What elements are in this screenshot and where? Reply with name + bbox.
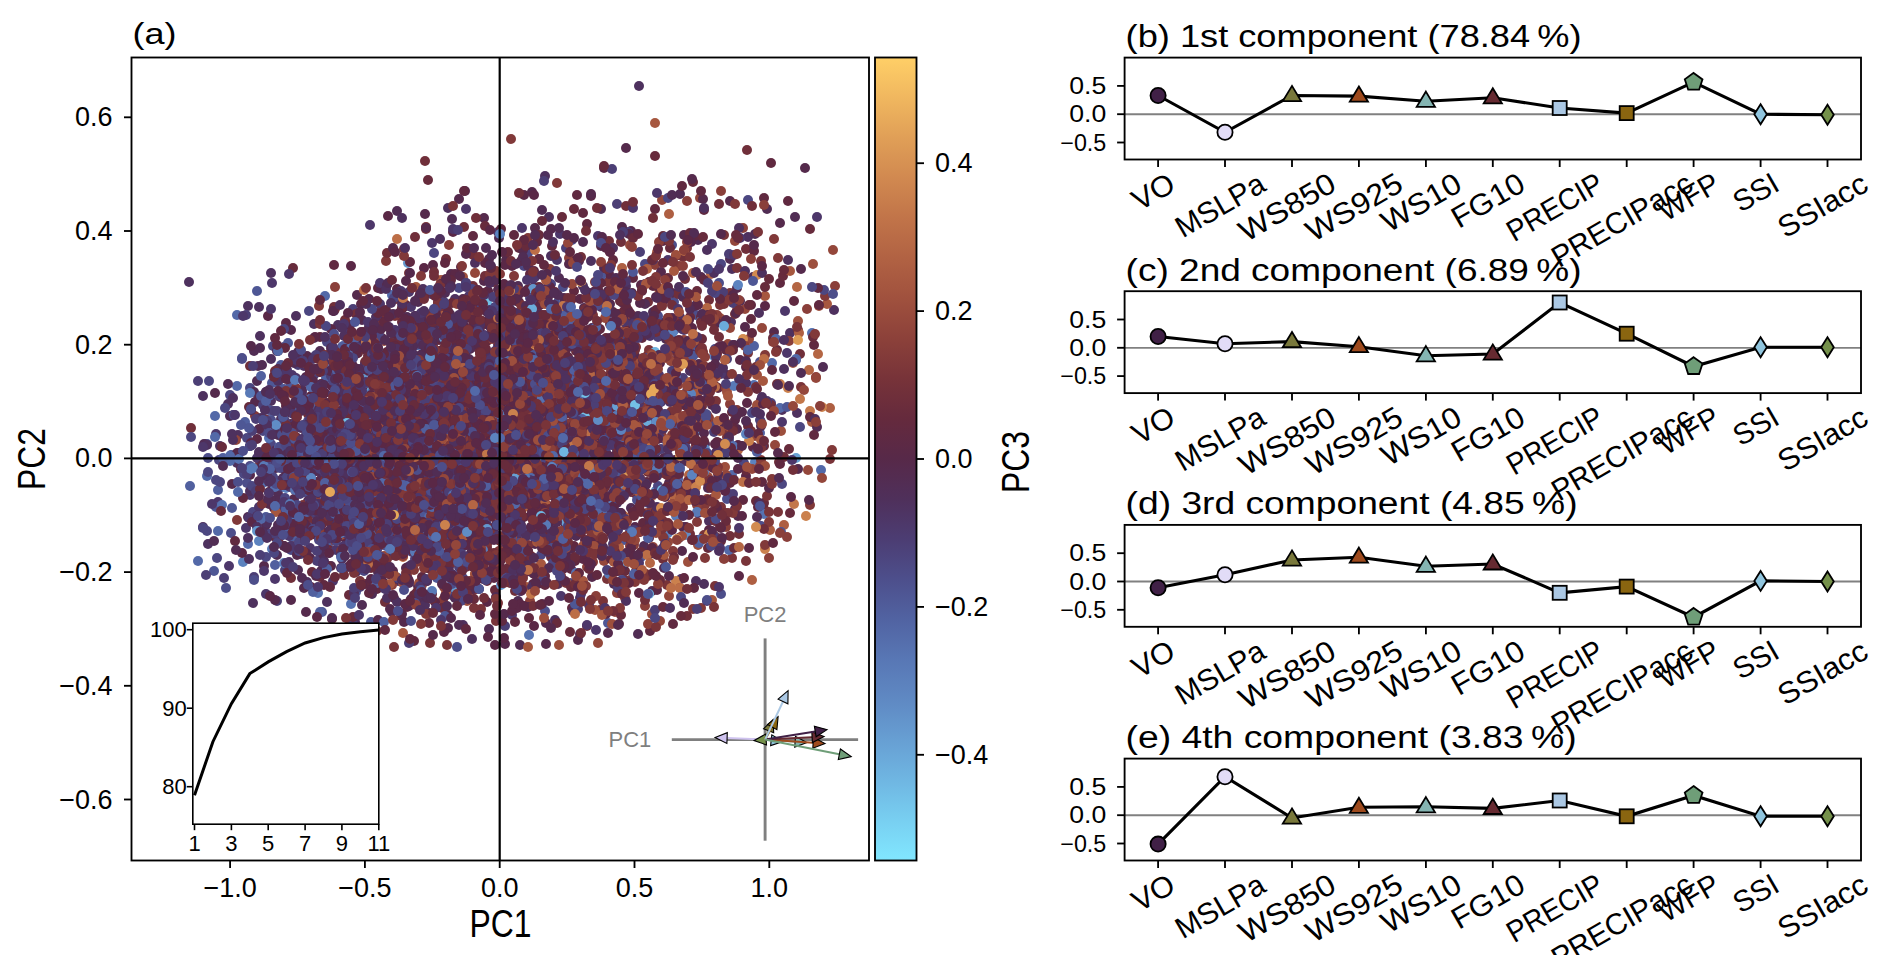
svg-text:90: 90 — [162, 696, 186, 721]
svg-text:0.0: 0.0 — [1069, 101, 1106, 127]
svg-text:(e) 4th component (3.83 %): (e) 4th component (3.83 %) — [1126, 720, 1577, 755]
svg-text:0.5: 0.5 — [1069, 307, 1106, 333]
svg-text:0.0: 0.0 — [75, 443, 113, 473]
svg-text:0.0: 0.0 — [935, 444, 973, 474]
svg-text:−0.6: −0.6 — [59, 785, 112, 815]
svg-text:(a): (a) — [133, 17, 177, 50]
svg-text:−0.5: −0.5 — [1060, 363, 1106, 389]
svg-text:−1.0: −1.0 — [203, 873, 256, 903]
svg-text:−0.4: −0.4 — [59, 671, 112, 701]
svg-text:0.5: 0.5 — [616, 873, 654, 903]
svg-text:−0.5: −0.5 — [1060, 831, 1106, 857]
svg-text:5: 5 — [262, 831, 274, 856]
svg-text:7: 7 — [299, 831, 311, 856]
svg-text:PC2: PC2 — [11, 428, 53, 490]
svg-text:0.0: 0.0 — [481, 873, 519, 903]
svg-text:0.0: 0.0 — [1069, 335, 1106, 361]
svg-text:(d) 3rd component (4.85 %): (d) 3rd component (4.85 %) — [1126, 486, 1578, 521]
svg-text:0.5: 0.5 — [1069, 540, 1106, 566]
svg-text:3: 3 — [225, 831, 237, 856]
svg-text:100: 100 — [150, 617, 187, 642]
svg-text:PC1: PC1 — [470, 903, 532, 945]
svg-text:1.0: 1.0 — [751, 873, 789, 903]
svg-text:(c) 2nd component (6.89 %): (c) 2nd component (6.89 %) — [1126, 253, 1582, 288]
svg-text:−0.4: −0.4 — [935, 740, 988, 770]
svg-text:1: 1 — [188, 831, 200, 856]
svg-text:9: 9 — [336, 831, 348, 856]
svg-text:11: 11 — [367, 831, 390, 856]
svg-text:−0.5: −0.5 — [338, 873, 391, 903]
svg-text:0.5: 0.5 — [1069, 73, 1106, 99]
svg-text:−0.2: −0.2 — [59, 557, 112, 587]
svg-text:PC1: PC1 — [609, 727, 652, 752]
svg-text:PC2: PC2 — [744, 602, 787, 627]
svg-text:0.2: 0.2 — [935, 296, 973, 326]
svg-text:0.4: 0.4 — [75, 216, 113, 246]
svg-text:(b) 1st component (78.84 %): (b) 1st component (78.84 %) — [1126, 19, 1582, 54]
svg-text:−0.2: −0.2 — [935, 592, 988, 622]
svg-text:−0.5: −0.5 — [1060, 597, 1106, 623]
svg-text:0.2: 0.2 — [75, 330, 113, 360]
svg-text:0.6: 0.6 — [75, 102, 113, 132]
svg-text:0.0: 0.0 — [1069, 802, 1106, 828]
svg-text:−0.5: −0.5 — [1060, 130, 1106, 156]
svg-text:0.4: 0.4 — [935, 148, 973, 178]
svg-text:0.5: 0.5 — [1069, 774, 1106, 800]
svg-text:80: 80 — [162, 774, 186, 799]
svg-text:PC3: PC3 — [995, 431, 1037, 493]
svg-text:0.0: 0.0 — [1069, 569, 1106, 595]
